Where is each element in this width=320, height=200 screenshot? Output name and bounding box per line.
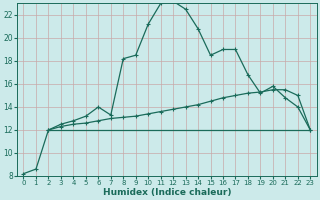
X-axis label: Humidex (Indice chaleur): Humidex (Indice chaleur) [103,188,231,197]
